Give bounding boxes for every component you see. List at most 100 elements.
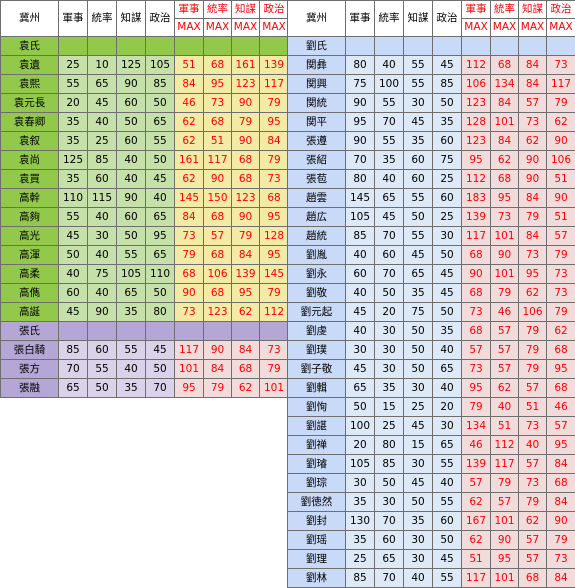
officer-name: 劉恂 [288, 398, 346, 417]
max-stat-value: 90 [462, 265, 491, 284]
max-stat-value: 95 [260, 246, 289, 265]
officer-name: 関統 [288, 94, 346, 113]
max-stat-value: 167 [462, 512, 491, 531]
stat-value: 70 [146, 379, 175, 398]
max-stat-value: 128 [260, 227, 289, 246]
stat-value: 30 [404, 455, 433, 474]
max-stat-value: 101 [175, 360, 204, 379]
stat-value: 70 [375, 227, 404, 246]
max-stat-value: 62 [547, 113, 575, 132]
max-stat-value: 62 [232, 379, 260, 398]
stat-value: 35 [433, 113, 462, 132]
stat-value: 30 [88, 227, 117, 246]
max-stat-value: 73 [175, 303, 204, 322]
officer-name: 高渾 [1, 246, 59, 265]
stat-value: 45 [146, 341, 175, 360]
max-stat-value: 123 [462, 94, 491, 113]
max-stat-value: 79 [547, 531, 575, 550]
stat-value: 45 [404, 246, 433, 265]
max-stat-value: 145 [175, 189, 204, 208]
stat-value: 40 [88, 208, 117, 227]
max-stat-value: 57 [519, 531, 547, 550]
max-stat-value: 73 [462, 303, 491, 322]
max-stat-value: 95 [204, 75, 232, 94]
stat-value: 95 [146, 227, 175, 246]
max-stat-value: 73 [519, 474, 547, 493]
max-stat-value: 73 [519, 246, 547, 265]
stat-value: 70 [375, 265, 404, 284]
max-stat-value: 139 [462, 455, 491, 474]
max-stat-value: 68 [462, 322, 491, 341]
stat-value: 85 [375, 455, 404, 474]
stat-value: 35 [433, 322, 462, 341]
max-label: MAX [260, 19, 289, 37]
stat-value: 60 [117, 132, 146, 151]
max-stat-value: 101 [491, 227, 519, 246]
stat-value: 40 [404, 569, 433, 588]
stat-value: 65 [146, 208, 175, 227]
max-stat-value: 79 [519, 493, 547, 512]
stat-value: 80 [346, 170, 375, 189]
empty-cell [175, 37, 204, 56]
stat-value: 70 [375, 569, 404, 588]
max-stat-value: 79 [547, 246, 575, 265]
max-stat-value: 46 [547, 398, 575, 417]
max-stat-value: 95 [260, 208, 289, 227]
empty-cell [433, 37, 462, 56]
stat-value: 50 [404, 341, 433, 360]
stat-value: 75 [404, 303, 433, 322]
empty-cell [117, 322, 146, 341]
max-stat-value: 68 [547, 379, 575, 398]
max-stat-value: 84 [519, 189, 547, 208]
max-stat-value: 106 [204, 265, 232, 284]
stat-value: 25 [59, 56, 88, 75]
max-stat-value: 62 [462, 531, 491, 550]
max-stat-value: 134 [491, 75, 519, 94]
max-stat-value: 73 [547, 265, 575, 284]
stat-value: 100 [375, 75, 404, 94]
officer-name: 趙統 [288, 227, 346, 246]
max-stat-value: 84 [260, 132, 289, 151]
max-stat-value: 57 [491, 322, 519, 341]
max-stat-value: 79 [232, 227, 260, 246]
stat-header: 統率 [88, 1, 117, 37]
stat-value: 130 [346, 512, 375, 531]
stat-value: 65 [146, 113, 175, 132]
stat-value: 30 [404, 94, 433, 113]
max-stat-value: 117 [204, 151, 232, 170]
max-stat-header: 統率 [204, 1, 232, 19]
officer-name: 劉理 [288, 550, 346, 569]
stat-value: 55 [404, 227, 433, 246]
stat-value: 55 [433, 455, 462, 474]
max-stat-value: 106 [547, 151, 575, 170]
stat-value: 50 [404, 493, 433, 512]
max-stat-value: 161 [175, 151, 204, 170]
max-stat-value: 101 [491, 569, 519, 588]
stat-value: 20 [59, 94, 88, 113]
officer-name: 袁買 [1, 170, 59, 189]
province-header: 冀州 [1, 1, 59, 37]
stat-value: 30 [404, 550, 433, 569]
max-stat-value: 62 [491, 379, 519, 398]
officer-name: 劉璿 [288, 455, 346, 474]
max-stat-value: 57 [547, 417, 575, 436]
max-stat-value: 90 [547, 512, 575, 531]
max-stat-value: 95 [232, 284, 260, 303]
stat-value: 50 [117, 227, 146, 246]
stat-value: 110 [146, 265, 175, 284]
officer-name: 高柔 [1, 265, 59, 284]
max-stat-value: 90 [232, 208, 260, 227]
stat-value: 105 [346, 208, 375, 227]
empty-cell [59, 322, 88, 341]
max-stat-value: 68 [204, 113, 232, 132]
max-stat-value: 112 [462, 170, 491, 189]
